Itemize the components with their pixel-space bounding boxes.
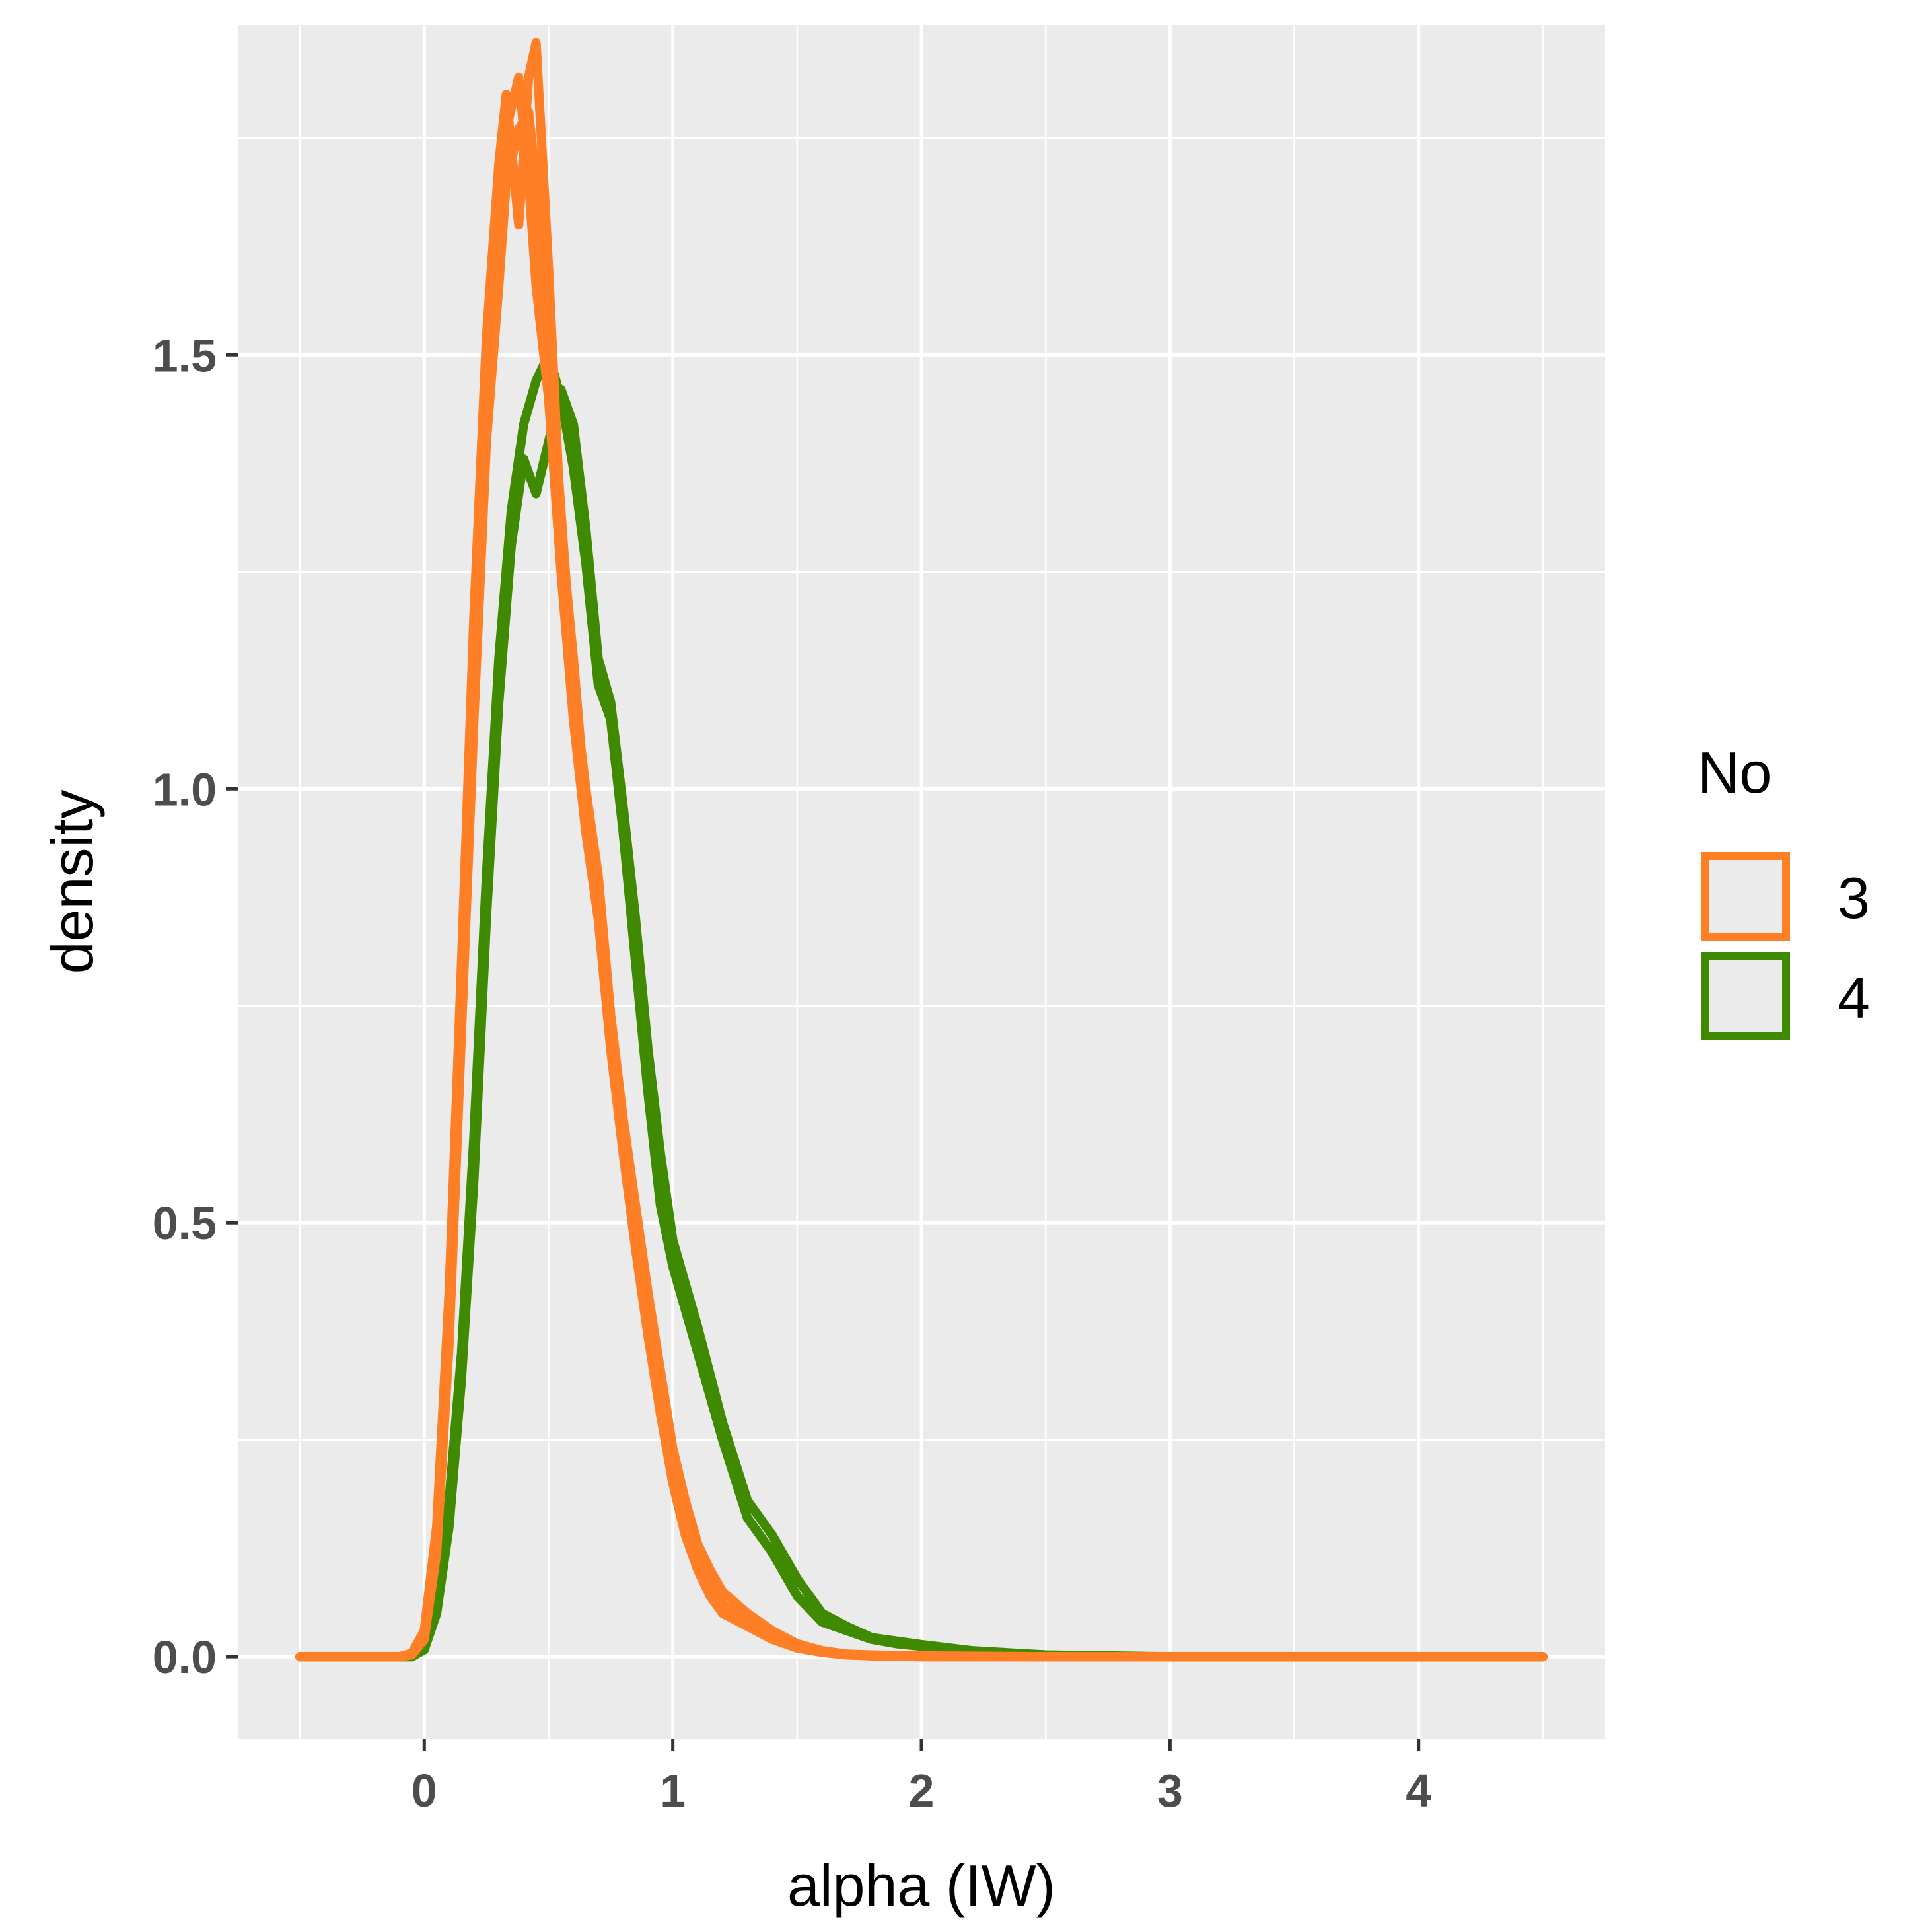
x-tick-label: 2 xyxy=(909,1765,935,1816)
legend-key-3 xyxy=(1701,852,1790,941)
x-tick-label: 4 xyxy=(1406,1765,1431,1816)
x-axis-title: alpha (IW) xyxy=(787,1853,1055,1918)
density-line-group-4-1 xyxy=(295,384,1548,1662)
x-tick-label: 1 xyxy=(660,1765,686,1816)
density-line-group-3-4 xyxy=(295,107,1548,1662)
y-axis-title: density xyxy=(40,790,105,974)
legend-key-4 xyxy=(1701,952,1790,1040)
y-tick-label: 1.5 xyxy=(153,330,217,381)
legend-title: No xyxy=(1698,740,1772,805)
y-axis: 0.0 0.5 1.0 1.5 xyxy=(153,330,238,1683)
y-tick-label: 0.0 xyxy=(153,1631,217,1683)
legend-label-4: 4 xyxy=(1838,965,1870,1030)
density-lines xyxy=(295,38,1548,1662)
legend-label-3: 3 xyxy=(1838,865,1870,931)
legend: No 3 4 xyxy=(1698,740,1870,1040)
x-tick-label: 3 xyxy=(1157,1765,1183,1816)
y-tick-label: 0.5 xyxy=(153,1198,217,1249)
y-tick-label: 1.0 xyxy=(153,764,217,815)
x-tick-label: 0 xyxy=(411,1765,437,1816)
x-axis: 0 1 2 3 4 xyxy=(411,1739,1431,1816)
